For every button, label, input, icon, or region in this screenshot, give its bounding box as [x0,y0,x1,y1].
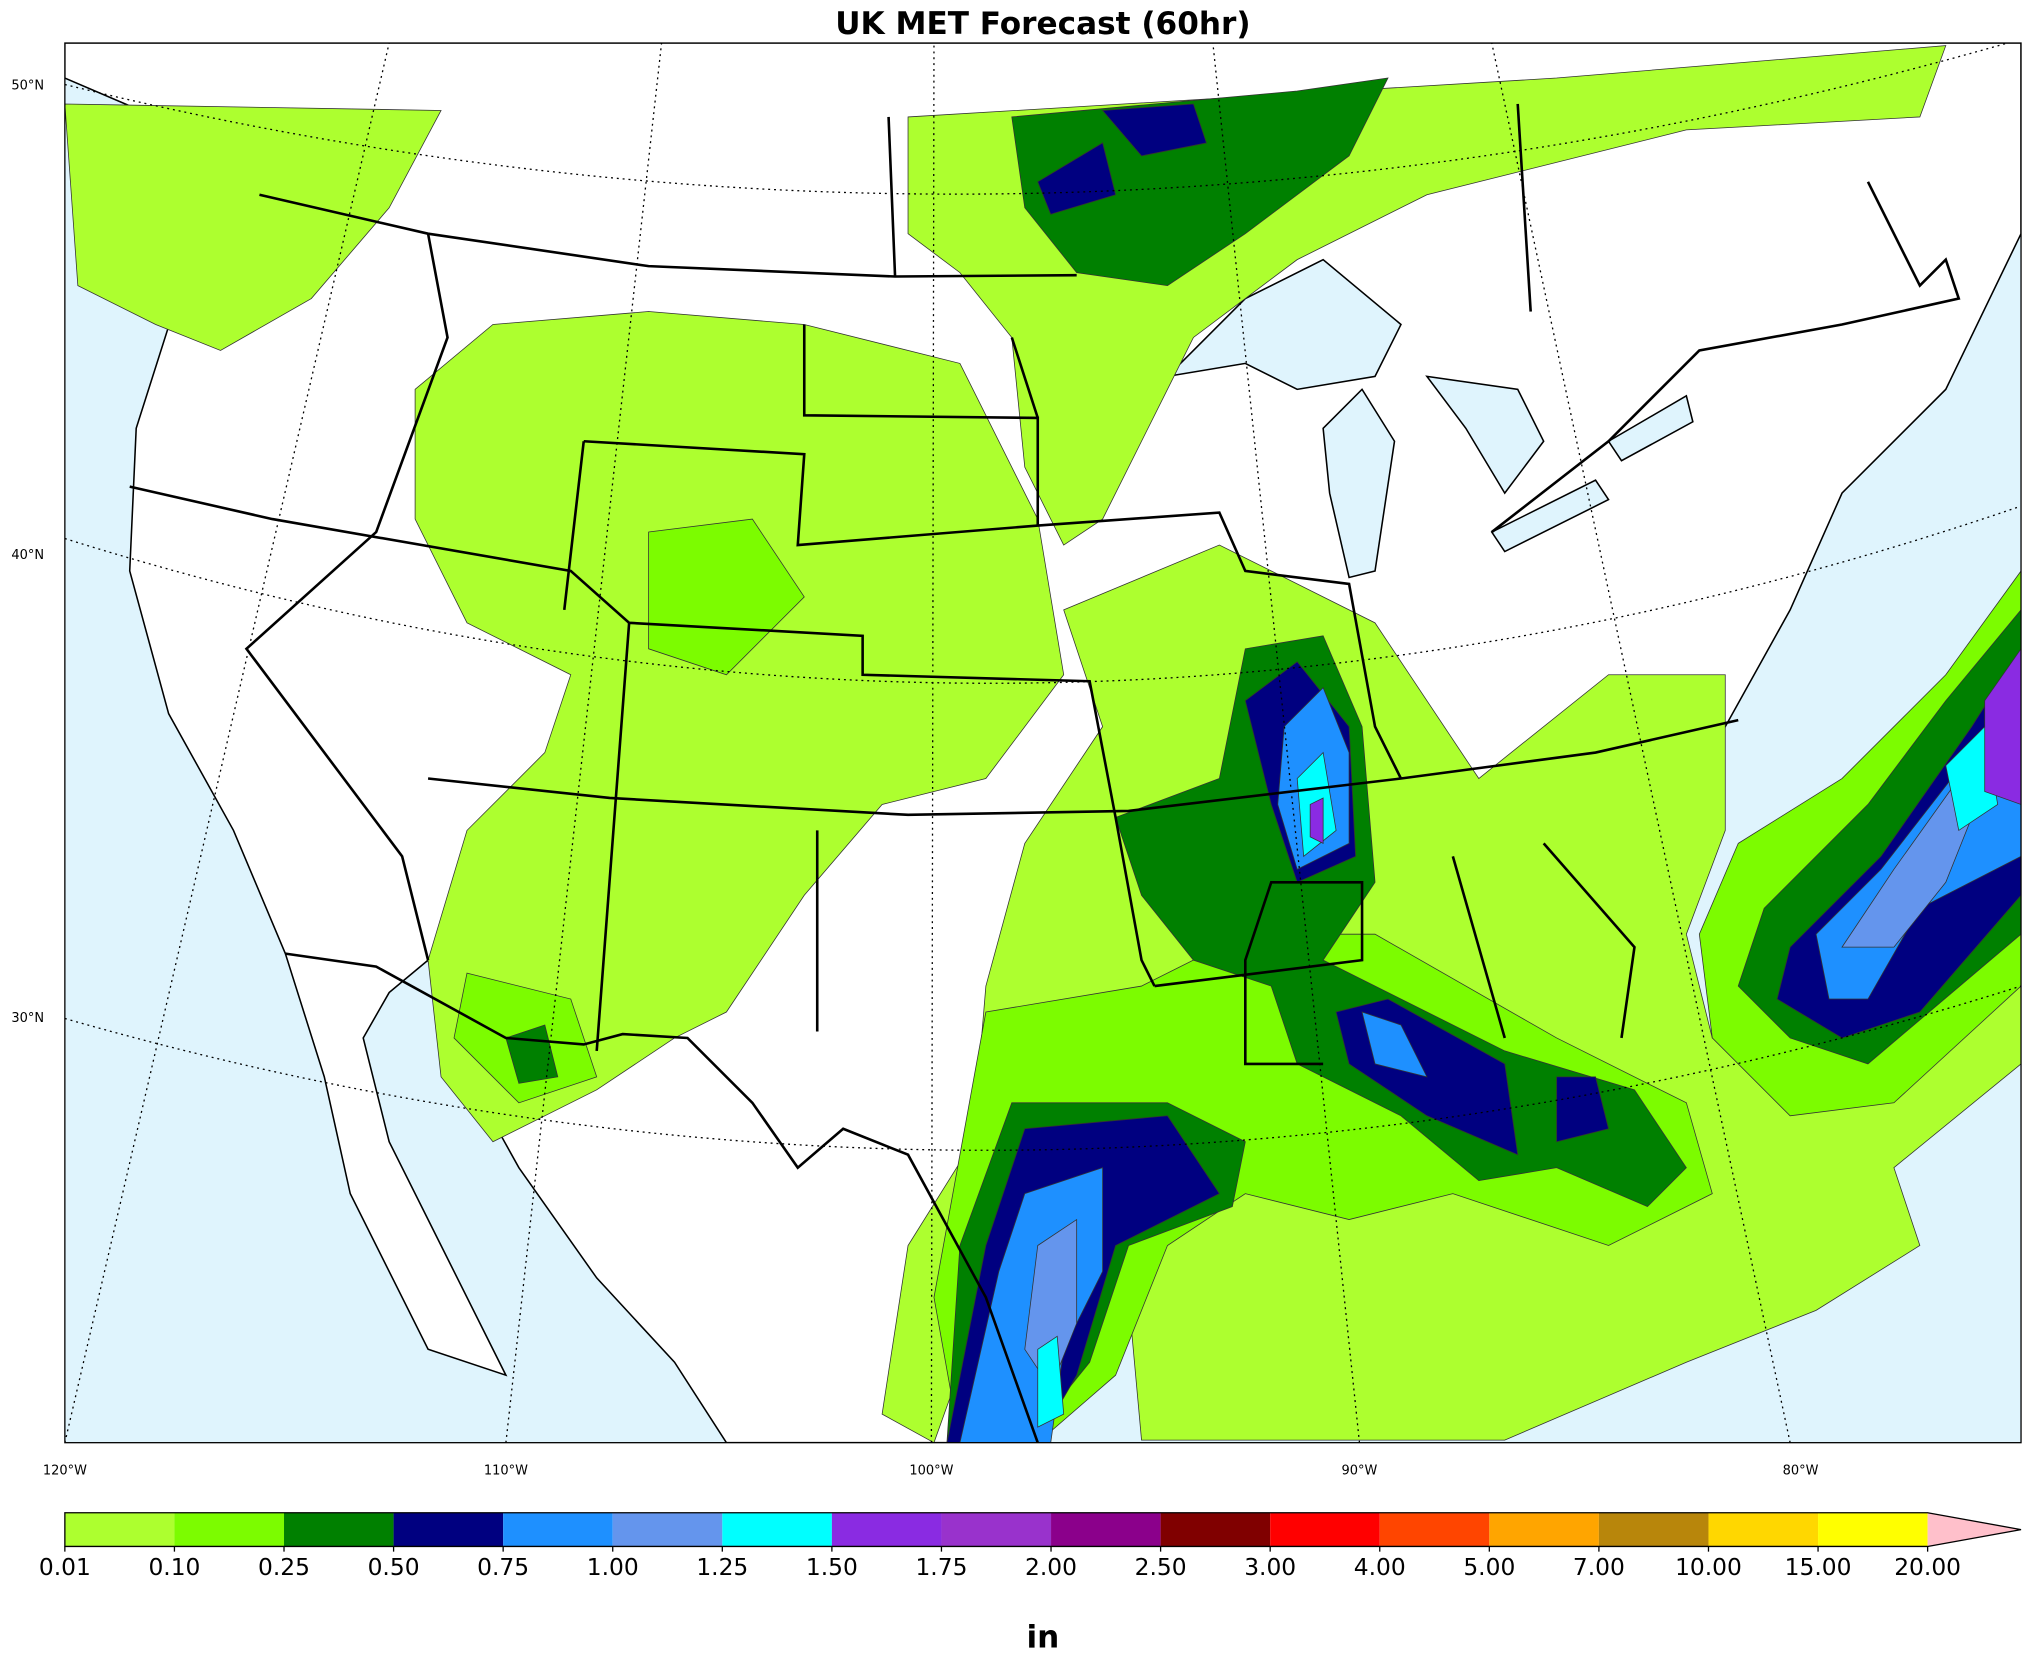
lat-label: 40°N [11,548,44,563]
colorbar-tick-label: 0.75 [477,1553,529,1581]
precip-area [1011,77,1389,286]
colorbar-segment [941,1512,1052,1547]
precip-area [946,609,2022,1443]
colorbar-tick-label: 7.00 [1573,1553,1625,1581]
border-line [583,439,1403,780]
colorbar-segment [64,1512,175,1547]
colorbar-tick-label: 2.50 [1135,1553,1187,1581]
colorbar-tick-label: 1.00 [587,1553,639,1581]
colorbar-segment [503,1512,613,1547]
colorbar-segment [1489,1512,1599,1547]
colorbar-segment [284,1512,394,1547]
precipitation [64,45,2022,1443]
colorbar-tick-label: 3.00 [1244,1553,1296,1581]
borders [129,103,1961,1443]
colorbar-tick-label: 2.00 [1025,1553,1077,1581]
graticule-line [64,43,1791,1443]
colorbar-tick-label: 0.25 [258,1553,310,1581]
border-line [1490,103,1961,534]
lake-ontario [1607,394,1694,462]
map-frame [64,42,2022,1444]
lat-labels: 50°N 40°N 30°N [11,78,44,1026]
lat-label: 30°N [11,1011,44,1026]
colorbar-segment [174,1512,285,1547]
lake-erie [1490,479,1610,553]
colorbar-outline [64,1512,2022,1548]
precip-area [1309,648,2022,845]
colorbar-segment [393,1512,504,1547]
colorbar-segment [1598,1512,1709,1547]
precip-area [959,687,2022,1443]
lon-label: 110°W [484,1464,528,1479]
colorbar-tick-label: 1.25 [696,1553,748,1581]
lake-michigan [1322,388,1396,579]
colorbar-segment [1379,1512,1490,1547]
precip-area [1037,725,1999,1428]
map [64,43,2022,1443]
lat-label: 50°N [11,78,44,93]
lon-labels: 120°W 110°W 100°W 90°W 80°W [43,1464,1819,1479]
colorbar-segment [1818,1512,1928,1547]
border-line [285,952,1039,1443]
colorbar-tick-label: 4.00 [1354,1553,1406,1581]
lon-label: 80°W [1783,1464,1819,1479]
colorbar-segment [1708,1512,1819,1547]
border-line [815,830,1636,1066]
lon-label: 90°W [1342,1464,1378,1479]
title: UK MET Forecast (60hr) [835,6,1250,42]
colorbar-extension [1927,1512,2022,1547]
colorbar-tick-label: 0.50 [368,1553,420,1581]
precip-area [64,103,442,351]
colorbar-tick-label: 20.00 [1894,1553,1961,1581]
colorbar-segment [1270,1512,1380,1547]
border-line [129,485,1156,987]
colorbar-tick-label: 15.00 [1785,1553,1852,1581]
graticule [64,43,2022,1443]
colorbar-tick-label: 0.01 [39,1553,91,1581]
lon-label: 120°W [43,1464,87,1479]
colorbar-segment [1051,1512,1161,1547]
colorbar-tick-label: 1.50 [806,1553,858,1581]
colorbar-tick-label: 1.75 [915,1553,967,1581]
border-line [562,116,1040,1052]
colorbar: 0.01 0.10 0.25 0.50 0.75 1.00 1.25 1.50 1.75 2.00… [39,1512,2022,1581]
colorbar-segment [612,1512,723,1547]
colorbar-tick-label: 5.00 [1463,1553,1515,1581]
colorbar-tick-label: 10.00 [1675,1553,1742,1581]
border-line [427,718,1739,817]
precip-area [453,518,805,1104]
colorbar-segment [831,1512,942,1547]
border-line [259,193,1077,278]
colorbar-segment [1160,1512,1271,1547]
lake-superior [1165,258,1402,391]
lake-huron [1425,375,1545,495]
precip-area [1037,103,1207,215]
colorbar-segment [722,1512,832,1547]
colorbar-label: in [1027,1620,1060,1656]
border-line [244,233,449,961]
colorbar-tick-label: 0.10 [148,1553,200,1581]
graticule-line [64,985,2022,1151]
lon-label: 100°W [909,1464,953,1479]
